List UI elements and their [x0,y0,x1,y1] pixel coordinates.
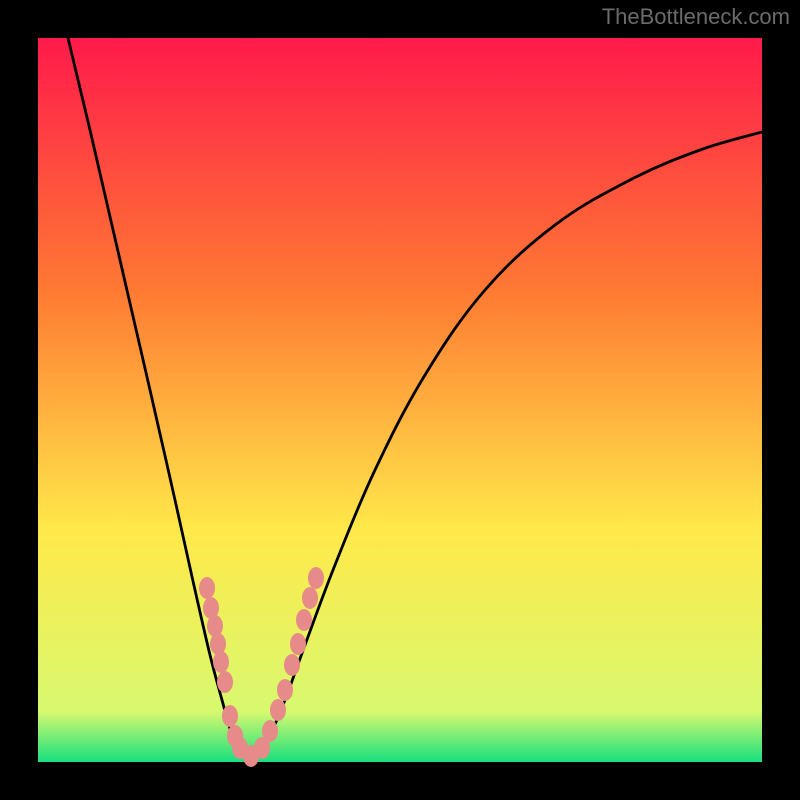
data-markers [199,567,324,767]
data-marker [296,609,312,631]
data-marker [262,720,278,742]
chart-svg [0,0,800,800]
watermark-text: TheBottleneck.com [602,4,790,30]
data-marker [222,705,238,727]
data-marker [302,587,318,609]
data-marker [284,654,300,676]
data-marker [199,577,215,599]
data-marker [277,679,293,701]
data-marker [213,651,229,673]
data-marker [290,633,306,655]
data-marker [308,567,324,589]
data-marker [270,699,286,721]
chart-root: TheBottleneck.com [0,0,800,800]
curve-right-branch [248,132,762,758]
data-marker [217,671,233,693]
